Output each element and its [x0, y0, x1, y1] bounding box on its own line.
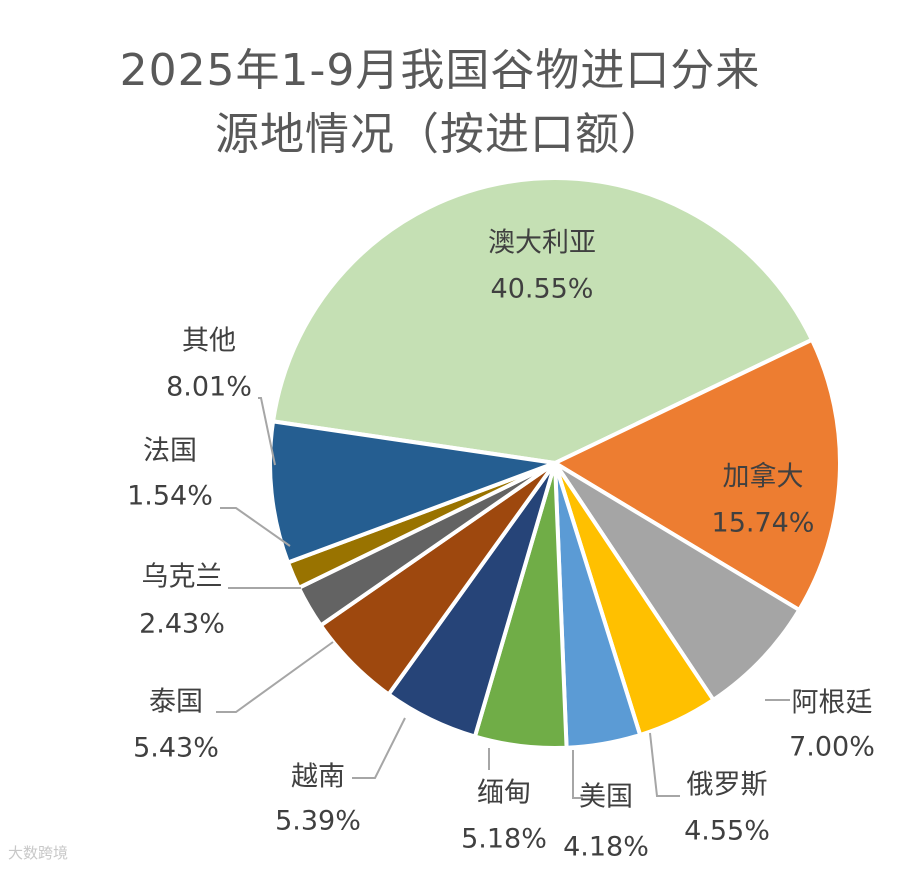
- slice-name-label-5: 美国: [579, 782, 633, 813]
- slice-name-label-4: 俄罗斯: [687, 770, 768, 801]
- leader-line-4: [649, 732, 680, 797]
- leader-line-5: [572, 750, 583, 799]
- slice-percent-label-2: 15.74%: [712, 508, 815, 539]
- slice-name-label-3: 阿根廷: [792, 688, 873, 719]
- slice-name-label-10: 法国: [143, 436, 197, 467]
- slice-name-label-11: 其他: [182, 326, 236, 357]
- slice-name-label-8: 泰国: [149, 687, 203, 718]
- pie-slice-1: [271, 176, 814, 465]
- chart-title-line-2: 源地情况（按进口额）: [215, 109, 665, 160]
- slice-percent-label-10: 1.54%: [127, 481, 213, 512]
- slice-name-label-2: 加拿大: [723, 462, 804, 493]
- slice-percent-label-3: 7.00%: [789, 732, 875, 763]
- slice-name-label-6: 缅甸: [477, 778, 531, 809]
- chart-title-line-1: 2025年1-9月我国谷物进口分来: [119, 45, 761, 96]
- slice-percent-label-7: 5.39%: [275, 806, 361, 837]
- slice-name-label-7: 越南: [291, 762, 345, 793]
- slice-name-label-9: 乌克兰: [142, 562, 223, 593]
- pie-slice-11: [268, 419, 557, 565]
- slice-percent-label-8: 5.43%: [133, 733, 219, 764]
- leader-line-11: [258, 397, 276, 466]
- leader-line-7: [352, 717, 406, 779]
- leader-line-10: [220, 507, 291, 547]
- slice-percent-label-6: 5.18%: [461, 824, 547, 855]
- pie-slice-2: [553, 337, 842, 612]
- slice-percent-label-11: 8.01%: [166, 372, 252, 403]
- slice-percent-label-5: 4.18%: [563, 832, 649, 863]
- slice-percent-label-4: 4.55%: [684, 816, 770, 847]
- slice-percent-label-1: 40.55%: [491, 274, 594, 305]
- slice-name-label-1: 澳大利亚: [488, 228, 596, 259]
- watermark: 大数跨境: [8, 844, 69, 862]
- pie-slice-3: [553, 461, 802, 702]
- slice-percent-label-9: 2.43%: [139, 609, 225, 640]
- leader-line-8: [216, 641, 334, 713]
